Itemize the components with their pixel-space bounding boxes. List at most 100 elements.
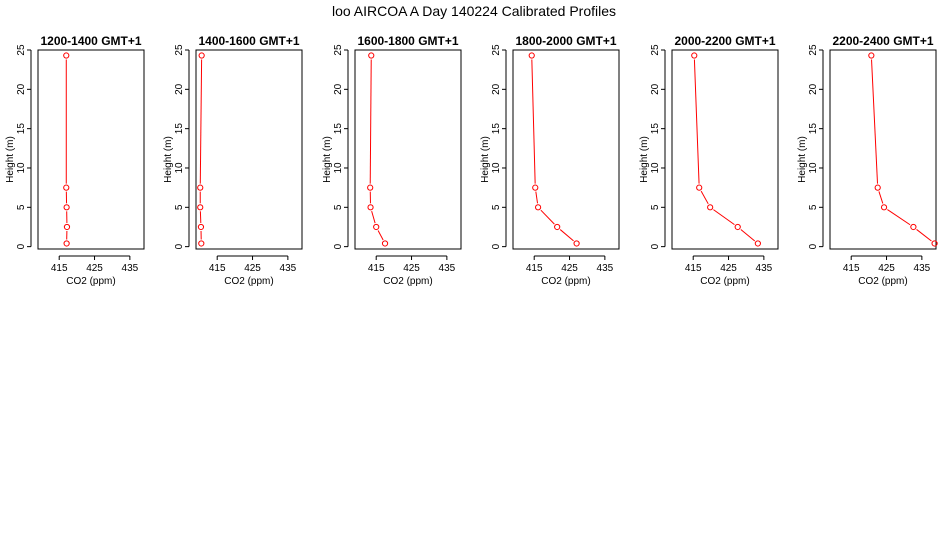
y-tick-label: 10 [491,162,502,174]
x-axis-label: CO2 (ppm) [541,276,590,287]
series-line-segment [369,59,372,184]
series-line-segment [700,190,709,205]
series-line-segment [878,191,884,204]
data-point [707,204,714,211]
x-axis-label: CO2 (ppm) [66,276,115,287]
y-tick-label: 25 [650,44,661,56]
plot-frame [37,49,145,250]
panel-title: 2000-2200 GMT+1 [674,34,775,48]
y-tick-label: 5 [808,204,819,210]
y-tick-label: 20 [174,83,185,95]
y-axis-label: Height (m) [797,136,808,183]
y-tick-label: 25 [333,44,344,56]
y-axis-label: Height (m) [5,136,16,183]
x-tick-label: 435 [756,263,773,274]
x-axis-label: CO2 (ppm) [858,276,907,287]
x-tick-label: 435 [597,263,614,274]
y-tick-label: 10 [174,162,185,174]
data-point [874,184,881,191]
chart-panel: 1800-2000 GMT+1 415 425 435 CO2 (ppm) 0 5 10 15 2… [480,34,620,287]
y-axis-label: Height (m) [480,136,491,183]
panel-title: 1800-2000 GMT+1 [515,34,616,48]
plot-frame [354,49,462,250]
data-point [63,240,70,247]
y-tick-label: 0 [16,243,27,249]
data-point [197,223,205,231]
chart-panel: 1200-1400 GMT+1 415 425 435 CO2 (ppm) 0 5 10 15 2… [5,34,145,287]
y-tick-label: 15 [16,123,27,135]
x-tick-label: 425 [878,263,895,274]
data-point [198,52,205,59]
series-line-segment [713,209,735,226]
plot-frame [512,49,620,250]
data-point [691,52,698,59]
data-point [754,240,761,247]
data-point [63,52,70,59]
x-tick-label: 415 [843,263,860,274]
x-tick-label: 425 [403,263,420,274]
panel-title: 2200-2400 GMT+1 [832,34,933,48]
x-tick-label: 415 [368,263,385,274]
x-tick-label: 435 [122,263,139,274]
series-line-segment [887,209,911,226]
x-tick-label: 425 [720,263,737,274]
figure-title: loo AIRCOA A Day 140224 Calibrated Profi… [332,3,616,19]
y-axis-label: Height (m) [639,136,650,183]
data-point [573,240,580,247]
y-tick-label: 10 [650,162,661,174]
y-tick-label: 20 [16,83,27,95]
y-tick-label: 0 [650,243,661,249]
y-tick-label: 15 [174,123,185,135]
series-line-segment [916,229,932,242]
data-point [63,223,71,231]
series-line-segment [377,230,384,241]
y-tick-label: 10 [16,162,27,174]
y-tick-label: 25 [808,44,819,56]
y-tick-label: 5 [174,204,185,210]
y-tick-label: 15 [650,123,661,135]
x-tick-label: 425 [244,263,261,274]
y-tick-label: 5 [491,204,502,210]
y-tick-label: 0 [491,243,502,249]
y-tick-label: 15 [333,123,344,135]
panel-title: 1200-1400 GMT+1 [40,34,141,48]
x-tick-label: 415 [209,263,226,274]
data-point [373,223,380,231]
y-tick-label: 25 [491,44,502,56]
series-line-segment [199,59,203,184]
chart-panels: 1200-1400 GMT+1 415 425 435 CO2 (ppm) 0 5 10 15 2… [5,34,938,287]
data-point [63,204,70,211]
series-line-segment [559,229,574,242]
y-tick-label: 0 [333,243,344,249]
chart-panel: 1400-1600 GMT+1 415 425 435 CO2 (ppm) 0 5 10 15 2… [163,34,303,287]
series-line-segment [871,59,879,184]
data-point [198,240,205,247]
data-point [367,204,374,211]
plot-frame [671,49,779,250]
x-tick-label: 425 [561,263,578,274]
data-point [910,223,917,231]
y-tick-label: 0 [174,243,185,249]
data-point [534,204,542,211]
panel-title: 1400-1600 GMT+1 [198,34,299,48]
data-point [696,184,703,191]
y-tick-label: 15 [491,123,502,135]
y-axis-label: Height (m) [322,136,333,183]
chart-panel: 1600-1800 GMT+1 415 425 435 CO2 (ppm) 0 5 10 15 2… [322,34,462,287]
data-point [931,240,938,247]
panel-title: 1600-1800 GMT+1 [357,34,458,48]
y-tick-label: 20 [650,83,661,95]
x-tick-label: 435 [439,263,456,274]
data-point [367,184,374,191]
y-tick-label: 25 [16,44,27,56]
plot-frame [829,49,937,250]
chart-panel: 2000-2200 GMT+1 415 425 435 CO2 (ppm) 0 5 10 15 2… [639,34,779,287]
x-axis-label: CO2 (ppm) [224,276,273,287]
data-point [63,184,70,191]
plot-frame [195,49,303,250]
x-tick-label: 415 [51,263,68,274]
y-tick-label: 5 [16,204,27,210]
data-point [381,240,389,247]
data-point [368,52,375,59]
